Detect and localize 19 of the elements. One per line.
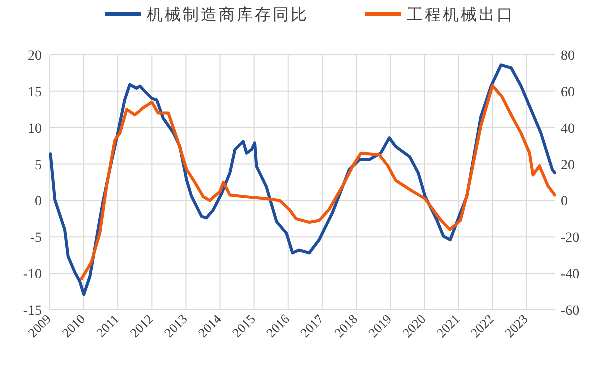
y-tick-label: -15	[23, 304, 42, 319]
y2-tick-label: -40	[561, 268, 580, 283]
y-tick-label: 20	[28, 49, 42, 64]
legend-label: 机械制造商库存同比	[147, 6, 309, 24]
x-tick-label: 2011	[94, 312, 122, 340]
legend-label: 工程机械出口	[407, 6, 515, 24]
y2-tick-label: 40	[561, 122, 575, 137]
y-tick-label: -10	[23, 268, 42, 283]
y2-tick-label: 80	[561, 49, 575, 64]
y-tick-label: 15	[28, 85, 42, 100]
y-tick-label: -5	[30, 231, 42, 246]
y2-tick-label: -60	[561, 304, 580, 319]
y2-tick-label: -20	[561, 231, 580, 246]
y-tick-label: 0	[35, 194, 42, 210]
y2-tick-label: 0	[561, 194, 568, 210]
y-tick-label: 10	[28, 122, 42, 137]
y2-tick-label: 60	[561, 85, 575, 100]
y2-tick-label: 20	[561, 158, 575, 174]
y-tick-label: 5	[35, 158, 42, 174]
